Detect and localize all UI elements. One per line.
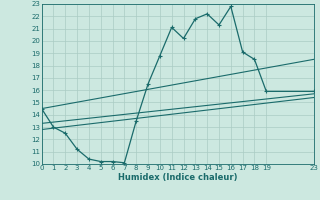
X-axis label: Humidex (Indice chaleur): Humidex (Indice chaleur) [118,173,237,182]
